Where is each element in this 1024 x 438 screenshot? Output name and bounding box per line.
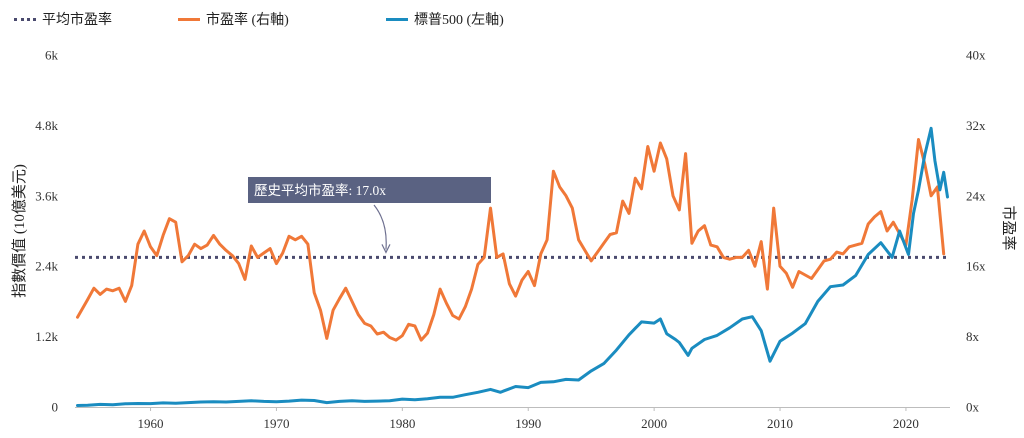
- x-tick-label: 2020: [893, 416, 919, 431]
- legend-label-pe: 市盈率 (右軸): [206, 13, 289, 28]
- annotation-layer: 歷史平均市盈率: 17.0x: [248, 177, 491, 254]
- y-right-tick-label: 40x: [966, 48, 986, 63]
- legend-dotted-line-icon: [14, 17, 36, 21]
- callout-arrow-head: [381, 244, 391, 254]
- y-right-tick-label: 8x: [966, 329, 980, 344]
- y-right-tick-label: 0x: [966, 400, 980, 415]
- axes: 1960 1970 1980 1990 2000 2010 2020 0 1.2k 2.4k 3.6…: [11, 48, 1017, 432]
- x-tick-label: 1990: [515, 416, 541, 431]
- x-tick-label: 1980: [389, 416, 415, 431]
- y-right-tick-label: 24x: [966, 188, 986, 203]
- legend-item-pe[interactable]: 市盈率 (右軸): [178, 9, 289, 29]
- y-left-tick-label: 2.4k: [35, 259, 58, 274]
- legend-item-average[interactable]: 平均市盈率: [14, 9, 112, 29]
- average-callout-box: [248, 177, 491, 203]
- y-left-tick-label: 3.6k: [35, 188, 58, 203]
- average-callout-text: 歷史平均市盈率: 17.0x: [254, 182, 386, 198]
- x-tick-label: 2000: [641, 416, 667, 431]
- x-tick-label: 1960: [138, 416, 164, 431]
- x-tick-label: 1970: [263, 416, 289, 431]
- y-right-tick-label: 16x: [966, 259, 986, 274]
- legend-item-sp500[interactable]: 標普500 (左軸): [386, 9, 504, 29]
- sp500-line: [76, 126, 949, 407]
- callout-arrow-line: [373, 204, 387, 250]
- legend-label-average: 平均市盈率: [42, 13, 112, 28]
- y-left-tick-label: 0: [52, 400, 59, 415]
- series-layer: [75, 126, 949, 407]
- y-right-axis-title: 市盈率: [1000, 205, 1017, 250]
- legend-label-sp500: 標普500 (左軸): [414, 13, 504, 28]
- legend-blue-line-icon: [386, 17, 408, 21]
- y-left-tick-label: 6k: [45, 48, 59, 63]
- legend: 平均市盈率 市盈率 (右軸) 標普500 (左軸): [0, 0, 1024, 36]
- y-right-tick-label: 32x: [966, 118, 986, 133]
- x-tick-label: 2010: [767, 416, 793, 431]
- legend-orange-line-icon: [178, 17, 200, 21]
- y-left-tick-label: 4.8k: [35, 118, 58, 133]
- pe-ratio-line: [76, 138, 946, 342]
- y-left-axis-title: 指數價值 (10億美元): [11, 164, 28, 298]
- y-left-tick-label: 1.2k: [35, 329, 58, 344]
